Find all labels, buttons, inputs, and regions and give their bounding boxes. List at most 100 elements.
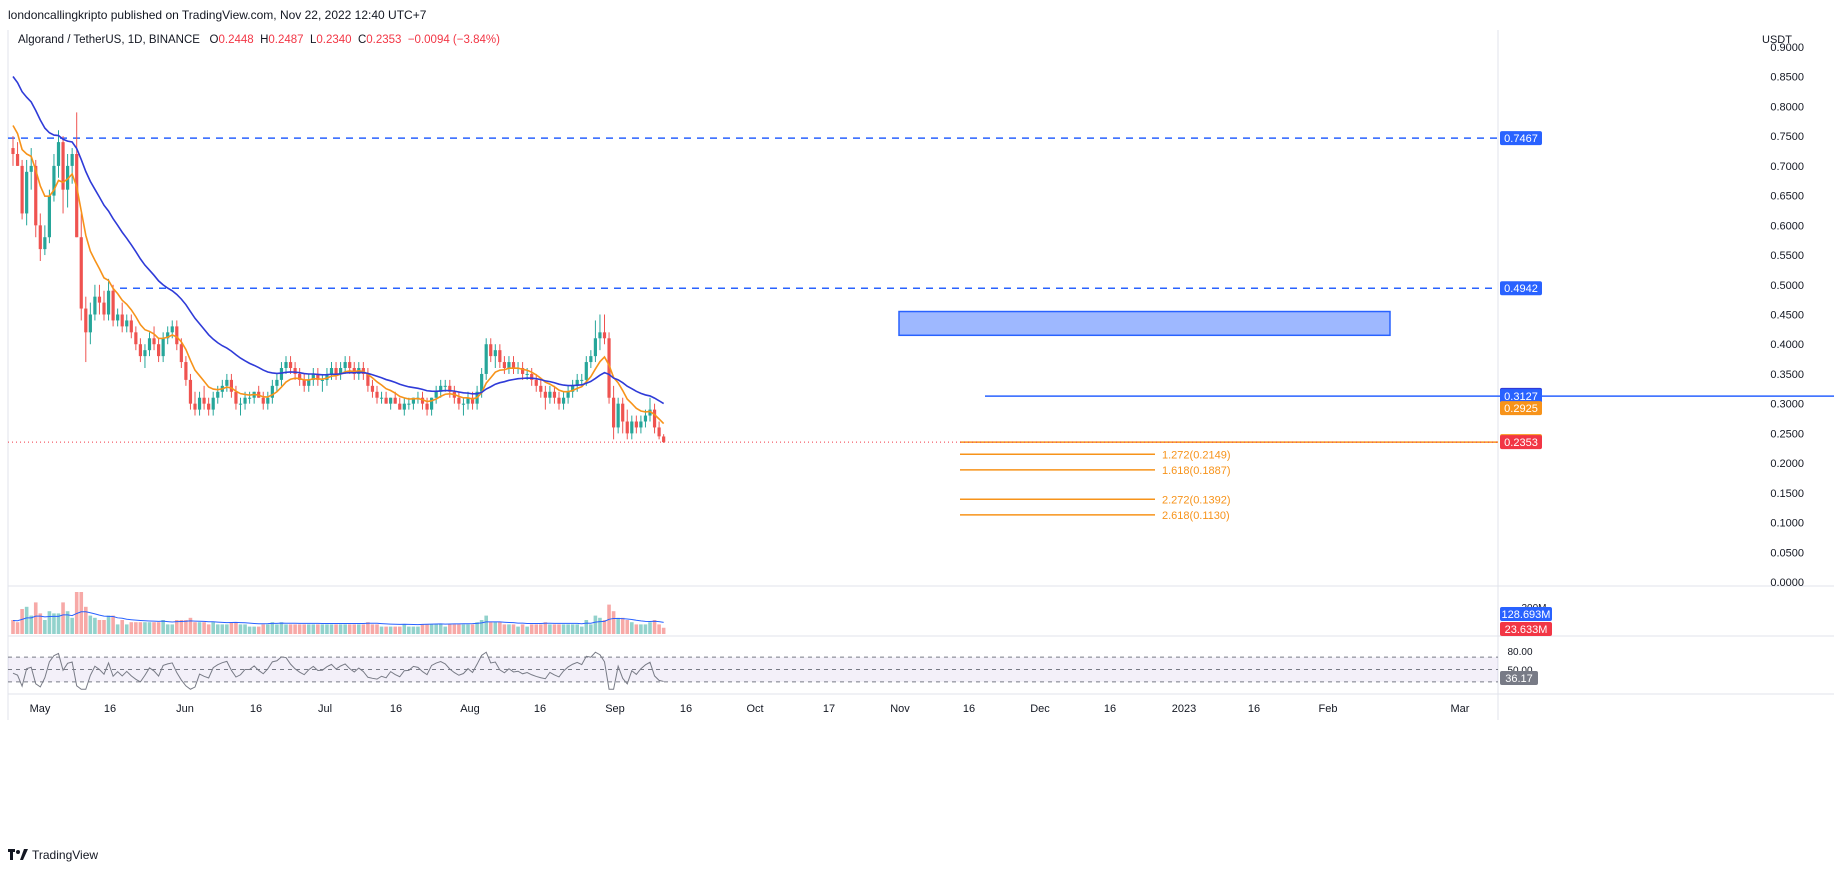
candle-body (502, 362, 506, 368)
volume-bar (438, 624, 443, 634)
candle-body (630, 421, 634, 434)
x-tick-label: Dec (1030, 703, 1050, 715)
candle-body (193, 403, 197, 410)
candle-body (534, 379, 538, 386)
symbol-name: Algorand / TetherUS, 1D, BINANCE (18, 34, 200, 46)
volume-bar (193, 622, 197, 634)
tradingview-brand[interactable]: TradingView (8, 848, 98, 862)
volume-bar (15, 622, 20, 634)
candle-body (402, 403, 406, 410)
volume-bar (297, 624, 302, 634)
y-tick-label: 0.0000 (1770, 577, 1804, 589)
candle-body (298, 373, 302, 380)
volume-bar (338, 624, 343, 634)
x-tick-label: Mar (1451, 703, 1470, 715)
candle-body (343, 362, 347, 368)
volume-bar (202, 622, 206, 634)
volume-bar (579, 626, 584, 634)
y-tick-label: 0.6000 (1770, 220, 1804, 232)
y-tick-label: 0.4000 (1770, 339, 1804, 351)
volume-bar (602, 620, 607, 634)
candle-body (389, 397, 393, 404)
volume-bar (279, 622, 284, 634)
high-value: 0.2487 (268, 34, 304, 46)
candle-body (407, 403, 411, 405)
volume-ma (12, 611, 664, 626)
volume-bar (379, 626, 384, 634)
volume-bar (488, 622, 493, 634)
price-badge-label: 0.2353 (1504, 437, 1538, 449)
x-tick-label: 16 (390, 703, 402, 715)
x-tick-label: 16 (250, 703, 262, 715)
fib-extension-label: 2.272(0.1392) (1162, 494, 1231, 506)
volume-bar (347, 624, 352, 634)
volume-bar (657, 624, 661, 634)
publish-info: londoncallingkripto published on Trading… (8, 8, 427, 22)
candle-body (270, 385, 274, 398)
volume-bar (220, 624, 225, 634)
volume-bar (525, 626, 529, 634)
volume-bar (502, 624, 507, 634)
candle-body (188, 379, 193, 404)
close-label: C (357, 34, 367, 46)
volume-bar (434, 624, 438, 634)
volume-bar (461, 624, 466, 634)
volume-bar (420, 624, 425, 634)
candle-body (571, 385, 575, 392)
candle-body (329, 368, 334, 374)
volume-bar (266, 624, 270, 634)
candle-body (430, 397, 434, 410)
volume-bar (630, 622, 634, 634)
volume-bar (52, 613, 56, 634)
candle-body (125, 320, 129, 327)
volume-bar (211, 622, 215, 634)
candle-body (643, 415, 648, 422)
volume-bar (33, 602, 38, 634)
candle-body (161, 338, 165, 357)
candle-body (34, 165, 38, 226)
candle-body (56, 142, 61, 166)
y-tick-label: 0.7500 (1770, 131, 1804, 143)
volume-bar (402, 624, 407, 634)
candle-body (320, 379, 324, 381)
volume-bar (552, 624, 557, 634)
volume-bar (47, 611, 52, 634)
volume-badge-label: 23.633M (1505, 624, 1548, 636)
candle-body (548, 391, 552, 398)
volume-bar (375, 624, 379, 634)
x-tick-label: Jul (318, 703, 332, 715)
x-tick-label: Sep (605, 703, 625, 715)
volume-bar (306, 624, 311, 634)
supply-zone[interactable] (898, 310, 1391, 337)
volume-bar (443, 626, 448, 634)
candle-body (106, 290, 111, 315)
volume-bar (529, 624, 534, 634)
x-tick-label: 16 (1104, 703, 1116, 715)
price-unit: USDT (1762, 34, 1792, 46)
x-tick-label: Aug (460, 703, 480, 715)
volume-bar (334, 624, 338, 634)
volume-bar (643, 624, 648, 634)
volume-bar (498, 622, 502, 634)
volume-bar (316, 624, 320, 634)
moving-average-fast (12, 125, 665, 425)
volume-bar (479, 620, 484, 634)
volume-bar (648, 622, 652, 634)
volume-bar (511, 624, 516, 634)
candle-body (307, 379, 311, 386)
candle-body (484, 344, 488, 374)
candle-body (129, 320, 133, 333)
candle-body (384, 397, 388, 404)
candle-body (11, 148, 15, 154)
candle-body (66, 165, 70, 190)
open-value: 0.2448 (218, 34, 254, 46)
rsi-tick-label: 50.00 (1507, 666, 1532, 677)
volume-bar (43, 620, 47, 634)
price-badge (1500, 281, 1542, 296)
candle-body (375, 391, 379, 398)
candle-body (238, 403, 243, 405)
volume-bar (61, 602, 65, 634)
candle-body (602, 332, 607, 339)
volume-bar (24, 606, 29, 634)
